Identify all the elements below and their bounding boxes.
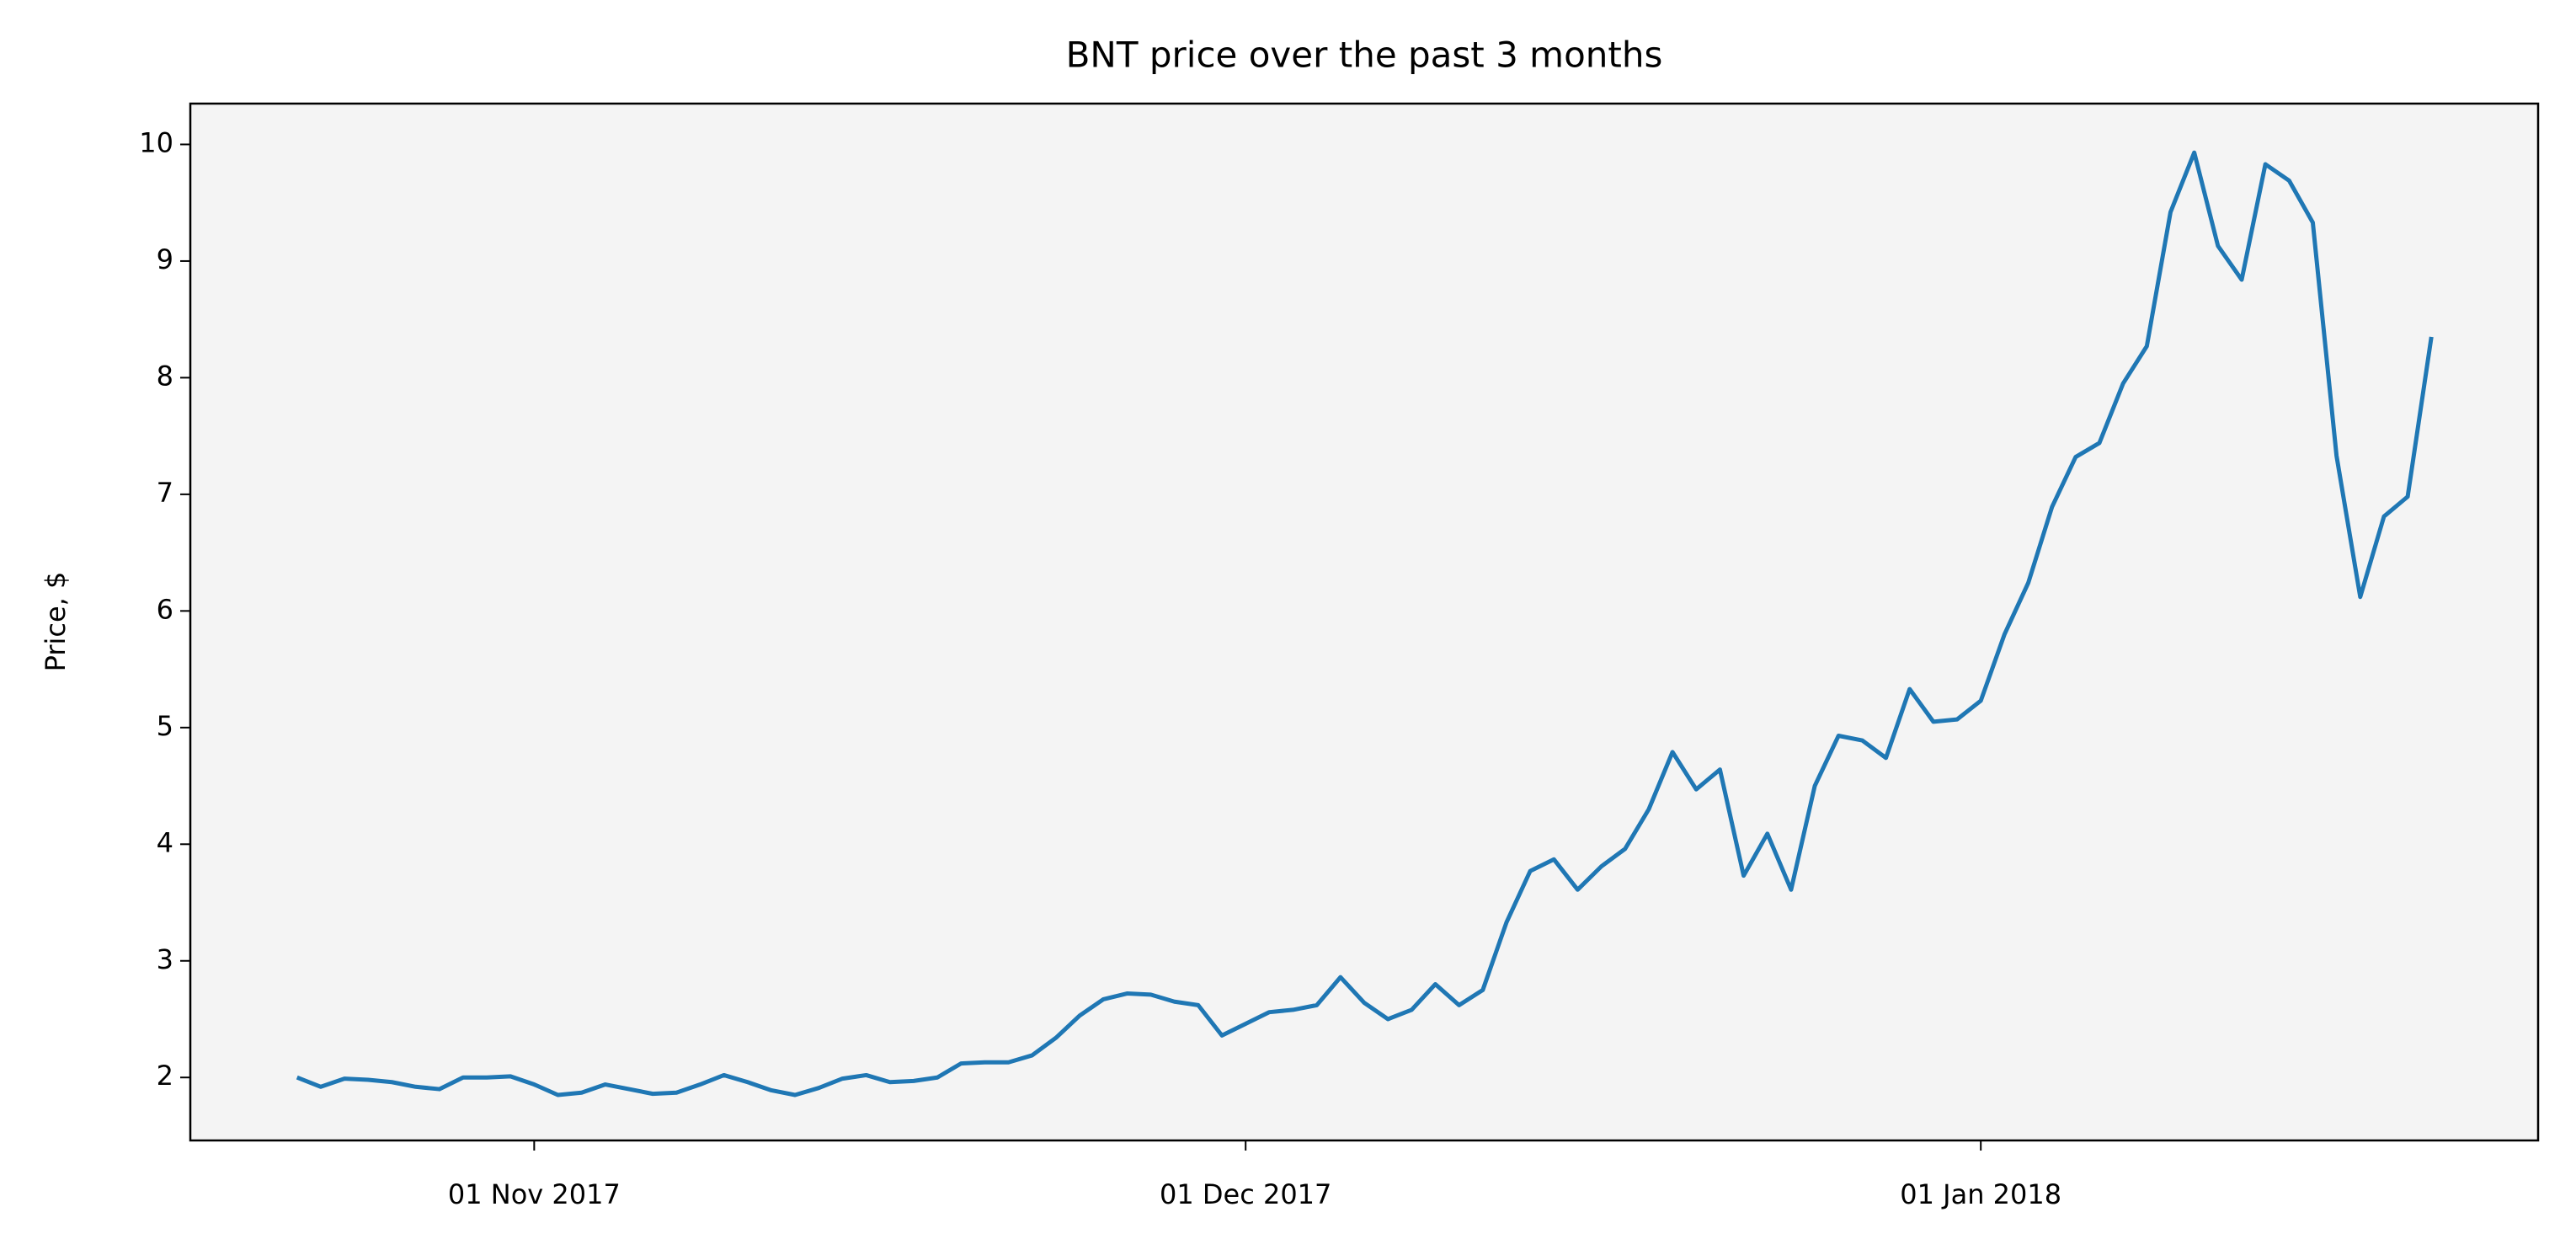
- y-tick-label: 5: [157, 710, 173, 742]
- y-tick-label: 8: [157, 360, 173, 392]
- y-axis-label: Price, $: [40, 572, 72, 672]
- x-tick-label: 01 Dec 2017: [1160, 1178, 1331, 1210]
- y-tick-label: 10: [139, 126, 173, 158]
- y-tick-label: 6: [157, 593, 173, 625]
- y-tick-label: 3: [157, 943, 173, 975]
- y-tick-label: 9: [157, 243, 173, 275]
- y-tick-label: 7: [157, 477, 173, 509]
- chart-title: BNT price over the past 3 months: [1066, 35, 1663, 76]
- x-tick-label: 01 Jan 2018: [1900, 1178, 2061, 1210]
- plot-area: [190, 104, 2538, 1140]
- plot-frame: [189, 102, 2540, 1142]
- y-tick-label: 2: [157, 1060, 173, 1092]
- y-tick-label: 4: [157, 826, 173, 858]
- x-tick-label: 01 Nov 2017: [448, 1178, 621, 1210]
- price-line: [296, 150, 2434, 1097]
